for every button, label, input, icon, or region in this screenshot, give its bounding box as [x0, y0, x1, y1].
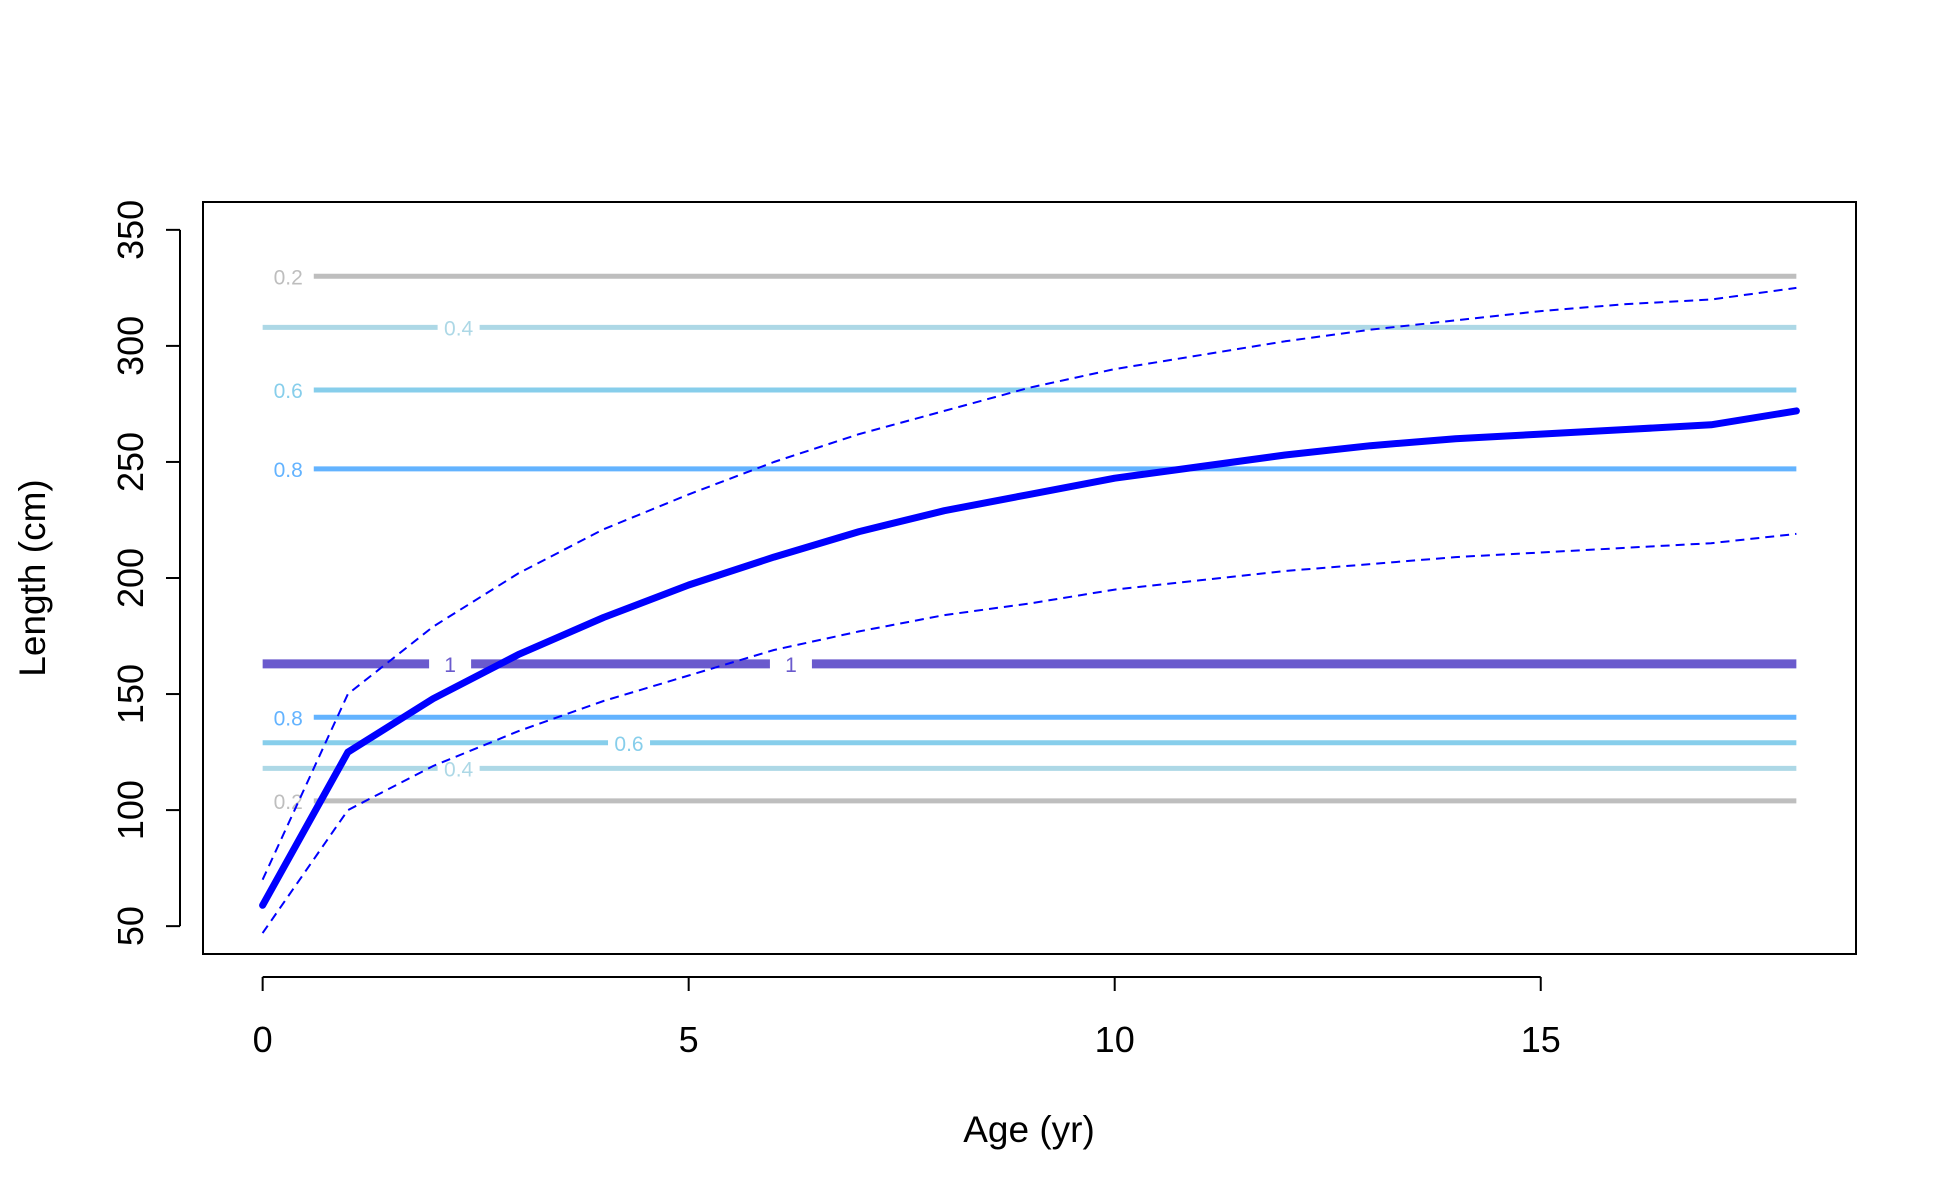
contour-label: 0.4 — [444, 317, 474, 340]
y-tick-label: 100 — [110, 780, 151, 840]
upper-interval-line — [261, 286, 1797, 881]
contour-label-gap — [267, 266, 310, 287]
contour-label-gap — [267, 707, 310, 728]
x-tick-label: 0 — [253, 1019, 273, 1060]
x-tick-label: 5 — [679, 1019, 699, 1060]
contour-label: 1 — [444, 654, 456, 677]
y-axis-title: Length (cm) — [12, 479, 53, 676]
contour-label: 0.2 — [274, 791, 303, 814]
contour-label-gap — [769, 653, 812, 674]
x-tick-label: 10 — [1095, 1019, 1135, 1060]
x-tick-label: 15 — [1521, 1019, 1561, 1060]
lower-interval-line — [261, 532, 1797, 934]
contour-label: 0.8 — [274, 707, 303, 730]
x-axis: 0 5 10 15 — [253, 976, 1561, 1060]
contour-label-gap — [267, 380, 310, 400]
plot-frame — [202, 201, 1857, 955]
y-tick-label: 150 — [110, 664, 151, 724]
y-tick-label: 250 — [110, 432, 151, 492]
contour-label: 0.4 — [444, 758, 474, 781]
x-axis-title: Age (yr) — [963, 1109, 1095, 1150]
contour-label-gap — [429, 653, 472, 674]
contour-label-gap — [437, 758, 480, 779]
y-tick-label: 350 — [110, 200, 151, 260]
growth-curve — [259, 407, 1800, 909]
contour-label: 0.2 — [274, 266, 303, 289]
contour-label: 0.8 — [274, 459, 303, 482]
series-layer — [259, 286, 1800, 934]
contour-label-gap — [437, 317, 480, 338]
contour-label: 0.6 — [614, 733, 643, 756]
y-tick-label: 300 — [110, 316, 151, 376]
contour-label-gap — [608, 732, 651, 753]
contour-label: 1 — [785, 654, 797, 677]
contour-layer: 0.2 0.4 0.6 0.8 1 1 0.8 0.6 0.4 0.2 — [262, 266, 1797, 814]
contour-label-gap — [267, 790, 310, 811]
contour-label: 0.6 — [274, 380, 303, 403]
y-tick-label: 200 — [110, 548, 151, 608]
contour-label-gap — [267, 458, 310, 479]
y-axis: 50 100 150 200 250 300 350 — [110, 200, 181, 946]
y-tick-label: 50 — [110, 906, 151, 946]
